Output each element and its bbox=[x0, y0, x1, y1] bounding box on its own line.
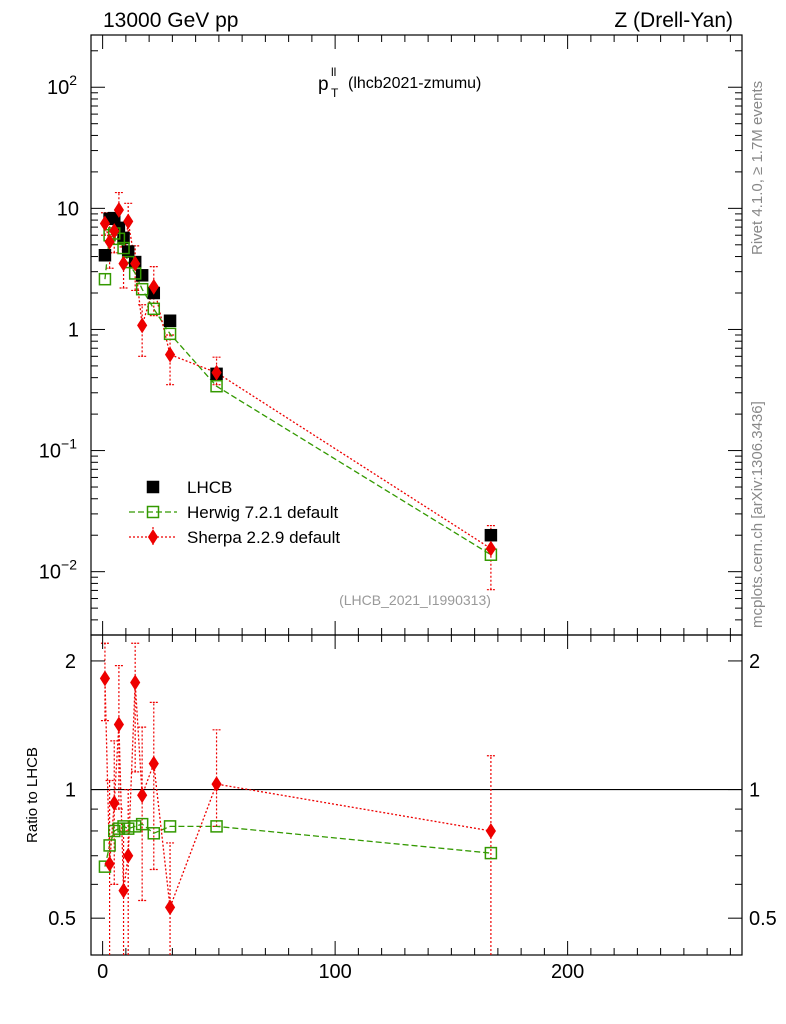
sherpa-point bbox=[123, 213, 134, 230]
x-tick-label: 100 bbox=[318, 961, 351, 983]
plot-title-suffix: (lhcb2021-zmumu) bbox=[348, 75, 481, 92]
ratio-herwig-point bbox=[163, 820, 177, 833]
lhcb-data-point bbox=[135, 269, 149, 282]
legend: LHCB Herwig 7.2.1 default Sherpa 2.2.9 def… bbox=[129, 478, 340, 547]
sherpa-point bbox=[130, 255, 141, 272]
legend-herwig-marker bbox=[146, 505, 160, 519]
ratio-sherpa-point bbox=[118, 882, 129, 899]
ratio-sherpa-point bbox=[123, 847, 134, 864]
ratio-sherpa-point bbox=[137, 787, 148, 804]
ratio-sherpa-point bbox=[109, 795, 120, 811]
ratio-herwig-point bbox=[108, 824, 121, 838]
plot-title: p ll T (lhcb2021-zmumu) bbox=[318, 65, 481, 100]
sherpa-point bbox=[485, 540, 496, 557]
ratio-y-tick-label-right: 1 bbox=[749, 780, 760, 802]
lhcb-data-point bbox=[98, 248, 112, 262]
sherpa-point bbox=[118, 255, 129, 272]
ratio-herwig-point bbox=[484, 846, 498, 860]
herwig-point bbox=[117, 241, 130, 255]
legend-sherpa-marker bbox=[147, 529, 159, 545]
legend-lhcb-marker bbox=[146, 480, 160, 494]
ratio-herwig-point bbox=[135, 817, 149, 831]
sherpa-point bbox=[113, 202, 124, 218]
sherpa-point bbox=[148, 278, 159, 295]
sherpa-point bbox=[211, 364, 222, 381]
legend-label: Herwig 7.2.1 default bbox=[187, 503, 338, 522]
ratio-sherpa-errors bbox=[100, 642, 495, 955]
y-tick-label: 102 bbox=[47, 72, 77, 99]
ratio-y-tick-label-right: 0.5 bbox=[749, 908, 777, 930]
ratio-herwig-point bbox=[210, 820, 223, 833]
sherpa-point bbox=[164, 346, 176, 363]
ratio-y-tick-label: 0.5 bbox=[48, 908, 76, 930]
y-tick-label: 10−1 bbox=[39, 436, 77, 463]
legend-label: Sherpa 2.2.9 default bbox=[187, 528, 340, 547]
sherpa-point bbox=[137, 317, 148, 334]
ratio-herwig-point bbox=[103, 839, 116, 852]
ratio-sherpa-point bbox=[130, 674, 141, 691]
ratio-y-tick-label: 1 bbox=[65, 780, 76, 802]
sherpa-point bbox=[104, 233, 115, 250]
ratio-plot-frame bbox=[90, 634, 743, 956]
sherpa-line bbox=[104, 209, 492, 550]
ratio-sherpa-point bbox=[148, 755, 159, 772]
ratio-y-tick-label: 2 bbox=[65, 651, 76, 673]
herwig-point bbox=[112, 232, 126, 246]
herwig-point bbox=[147, 302, 161, 316]
ratio-sherpa-point bbox=[485, 823, 496, 839]
ratio-sherpa-point bbox=[164, 899, 176, 916]
plot-title-subscript: T bbox=[331, 86, 339, 100]
ratio-y-label: Ratio to LHCB bbox=[24, 747, 41, 843]
ratio-sherpa-point bbox=[211, 776, 222, 792]
herwig-point bbox=[163, 327, 177, 341]
herwig-point bbox=[135, 282, 149, 296]
y-tick-label: 1 bbox=[68, 319, 79, 341]
ratio-sherpa-line bbox=[104, 678, 492, 908]
lhcb-data-point bbox=[163, 314, 177, 328]
plot-title-superscript: ll bbox=[331, 65, 336, 79]
y-tick-label: 10 bbox=[57, 198, 79, 220]
analysis-tag: (LHCB_2021_I1990313) bbox=[339, 592, 491, 608]
ratio-herwig-point bbox=[112, 822, 126, 835]
ratio-sherpa-point bbox=[99, 670, 111, 687]
ratio-y-tick-label-right: 2 bbox=[749, 651, 760, 673]
ratio-sherpa-point bbox=[104, 855, 115, 872]
herwig-point bbox=[210, 379, 223, 393]
sherpa-point bbox=[109, 223, 120, 239]
ratio-sherpa-point bbox=[113, 716, 124, 733]
herwig-point bbox=[98, 272, 112, 286]
ratio-herwig-point bbox=[128, 820, 142, 833]
lhcb-data-point bbox=[484, 528, 498, 542]
mcplots-label: mcplots.cern.ch [arXiv:1306.3436] bbox=[749, 401, 766, 628]
legend-label: LHCB bbox=[187, 478, 232, 497]
y-tick-label: 10−2 bbox=[39, 557, 77, 584]
lhcb-data-point bbox=[117, 231, 130, 245]
x-tick-label: 200 bbox=[551, 961, 584, 983]
ratio-herwig-point bbox=[121, 822, 135, 835]
rivet-version-label: Rivet 4.1.0, ≥ 1.7M events bbox=[749, 81, 766, 255]
header-right: Z (Drell-Yan) bbox=[614, 9, 733, 32]
plot-title-main: p bbox=[318, 74, 329, 95]
sherpa-point bbox=[99, 215, 111, 232]
ratio-herwig-point bbox=[147, 827, 161, 840]
header-left: 13000 GeV pp bbox=[103, 9, 238, 32]
ratio-herwig-line bbox=[104, 823, 491, 867]
x-tick-label: 0 bbox=[97, 961, 108, 983]
